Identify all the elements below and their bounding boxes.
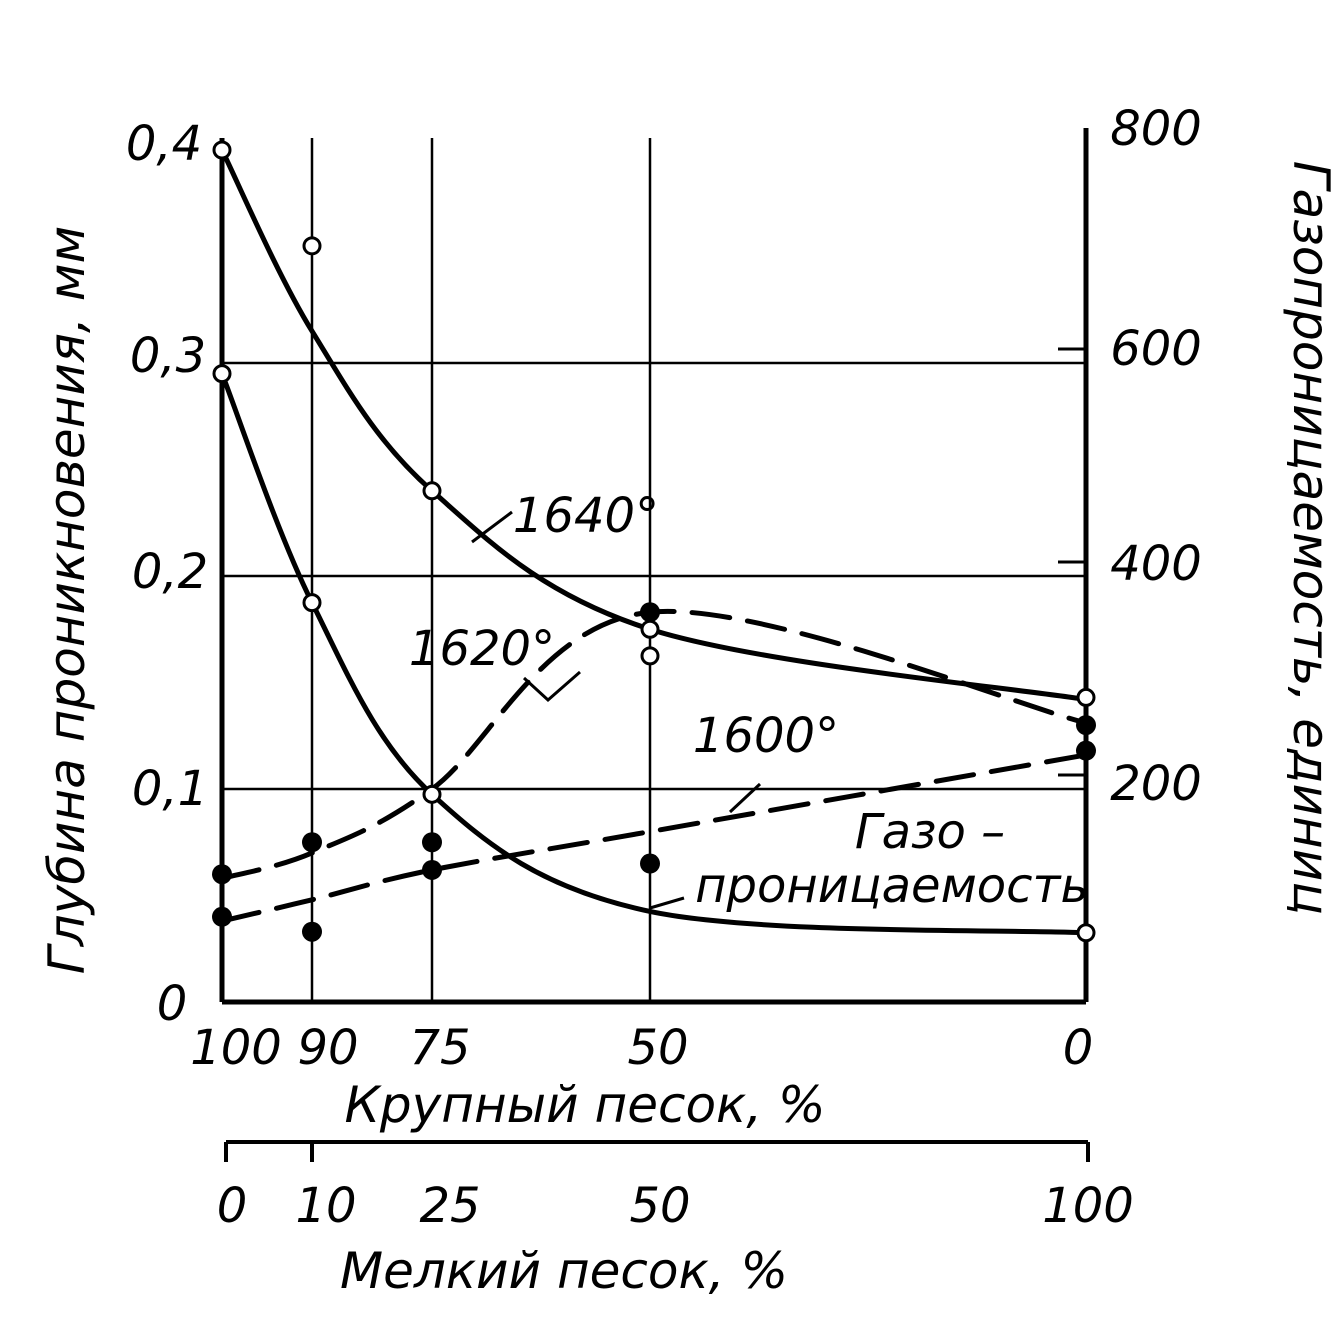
- data-point-3-0: [212, 906, 232, 927]
- series-label-1640: 1640°: [513, 488, 659, 544]
- series-line-1: [219, 371, 1089, 936]
- left-tick-label: 0,2: [132, 544, 208, 600]
- data-point-0-2: [422, 481, 442, 501]
- data-point-3-2: [422, 859, 442, 880]
- series-label-1620: 1620°: [409, 621, 555, 677]
- series: [219, 147, 1089, 936]
- left-tick-label: 0,3: [130, 328, 206, 384]
- leader-line-gas: [649, 896, 685, 910]
- x-tick-label: 90: [297, 1020, 358, 1076]
- grid: [222, 138, 1086, 1002]
- axes: [219, 128, 1090, 1162]
- data-point-1-2: [422, 784, 442, 804]
- data-point-2-4: [1076, 715, 1096, 736]
- x-secondary-tick-label: 0: [217, 1178, 248, 1234]
- x-axis-title: Крупный песок, %: [344, 1076, 825, 1134]
- series-line-2: [219, 608, 1089, 881]
- series-label-1600: 1600°: [693, 708, 839, 764]
- data-point-1-3: [640, 646, 660, 666]
- leader-line-1600: [728, 782, 762, 814]
- right-tick-label: 200: [1110, 756, 1202, 812]
- leader-line-1620: [522, 670, 581, 703]
- y-right-axis-title: Газопроницаемость, единиц: [1282, 161, 1337, 916]
- x-secondary-tick-label: 10: [295, 1178, 356, 1234]
- data-point-1-0: [212, 364, 232, 384]
- data-point-3-1: [302, 921, 322, 942]
- data-point-2-1: [302, 832, 322, 853]
- left-tick-label: 0,4: [126, 116, 202, 172]
- series-label-gas-line1: Газо –: [855, 804, 1005, 860]
- data-point-0-3: [640, 619, 660, 639]
- data-point-1-4: [1076, 923, 1096, 943]
- data-markers: [212, 140, 1096, 943]
- y-left-axis-title: Глубина проникновения, мм: [38, 226, 96, 974]
- right-tick-label: 400: [1110, 536, 1202, 592]
- data-point-2-0: [212, 864, 232, 885]
- data-point-3-3: [640, 853, 660, 874]
- x-tick-label: 50: [627, 1020, 688, 1076]
- x-secondary-tick-label: 100: [1042, 1178, 1134, 1234]
- chart-text: 0 0,1 0,2 0,3 0,4 200 400 600 800 100 90 75 50 0 0 10 25…: [38, 101, 1337, 1300]
- data-point-1-1: [302, 593, 322, 613]
- series-line-0: [219, 147, 1089, 703]
- x-tick-label: 75: [409, 1020, 470, 1076]
- data-point-0-0: [212, 140, 232, 160]
- x-secondary-axis-title: Мелкий песок, %: [340, 1242, 788, 1300]
- data-point-2-3: [640, 602, 660, 623]
- series-line-3: [219, 752, 1089, 924]
- x-secondary-tick-label: 50: [629, 1178, 690, 1234]
- left-tick-label: 0: [157, 976, 188, 1032]
- leader-line-1640: [471, 510, 513, 544]
- left-tick-label: 0,1: [132, 761, 208, 817]
- data-point-3-4: [1076, 740, 1096, 761]
- data-point-0-1: [302, 236, 322, 256]
- right-tick-label: 800: [1110, 101, 1202, 157]
- x-secondary-tick-label: 25: [419, 1178, 480, 1234]
- x-tick-label: 0: [1063, 1020, 1094, 1076]
- x-tick-label: 100: [190, 1020, 282, 1076]
- series-label-gas-line2: проницаемость: [695, 858, 1089, 914]
- data-point-0-4: [1076, 687, 1096, 707]
- data-point-2-2: [422, 832, 442, 853]
- right-tick-label: 600: [1110, 321, 1202, 377]
